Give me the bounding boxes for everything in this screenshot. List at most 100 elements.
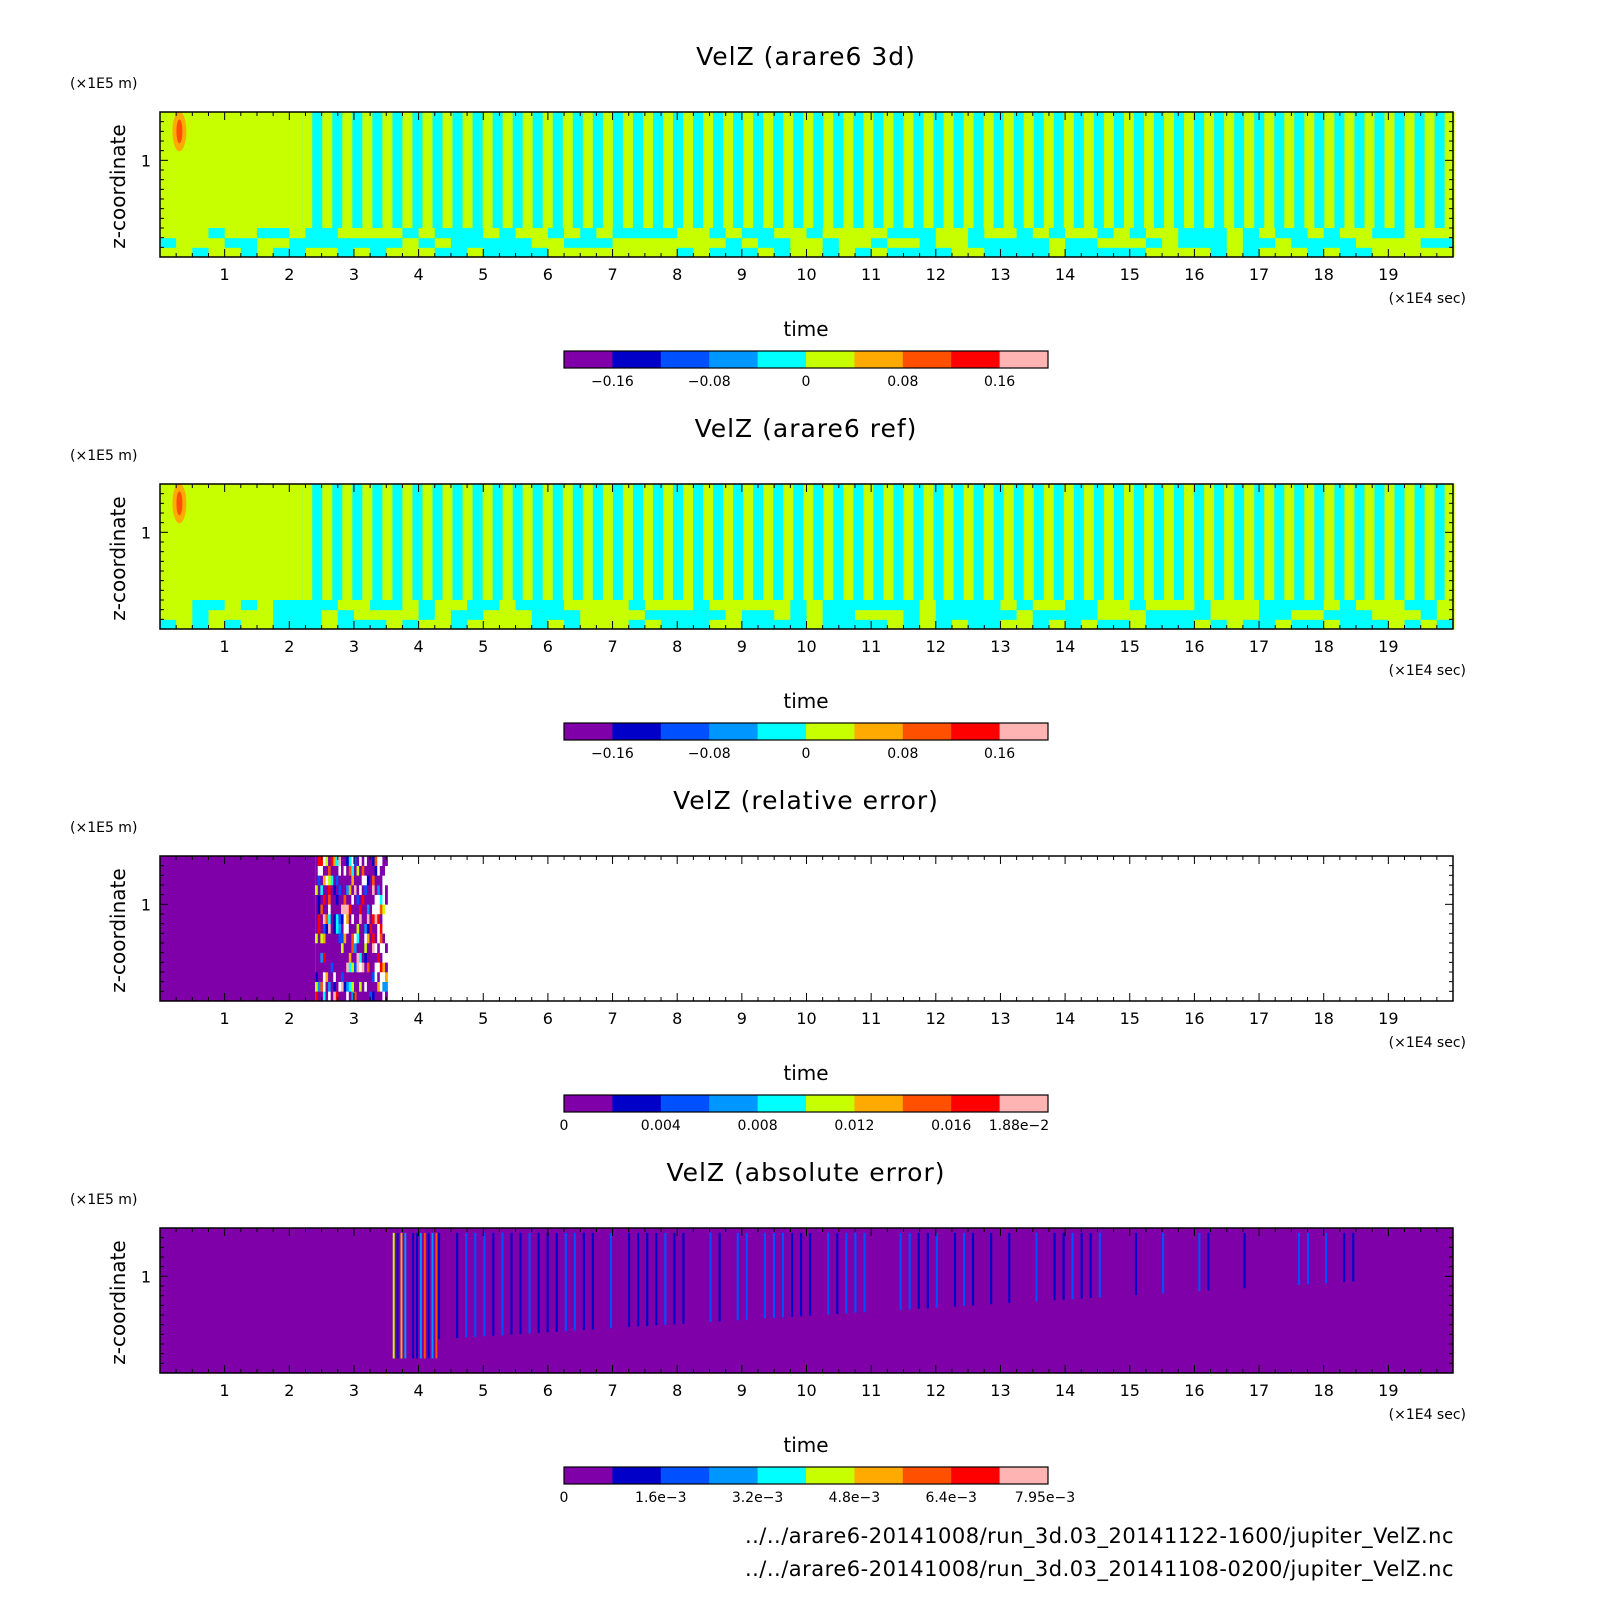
x-tick-label: 6	[543, 1009, 553, 1028]
heatmap-cell	[192, 228, 209, 239]
heatmap-stripe	[542, 484, 553, 629]
heatmap-cell	[224, 609, 242, 620]
heatmap-streak	[416, 1232, 418, 1359]
heatmap-cell	[374, 972, 378, 982]
heatmap-cell	[450, 619, 468, 630]
heatmap-cell	[725, 247, 743, 258]
heatmap-stripe	[422, 484, 433, 629]
heatmap-cell	[256, 600, 274, 611]
heatmap-cell	[1291, 228, 1309, 239]
heatmap-cell	[499, 237, 517, 248]
heatmap-cell	[353, 875, 357, 886]
heatmap-cell	[289, 619, 306, 630]
heatmap-cell	[335, 962, 339, 973]
heatmap-cell	[377, 962, 381, 973]
heatmap-cell	[564, 600, 581, 611]
heatmap-cell	[343, 885, 347, 895]
heatmap-cell	[1145, 600, 1163, 611]
heatmap-cell	[338, 991, 342, 1002]
heatmap-cell	[774, 619, 791, 630]
heatmap-cell	[240, 609, 258, 620]
heatmap-cell	[483, 619, 500, 630]
heatmap-streak	[1134, 1232, 1138, 1296]
heatmap-cell	[384, 972, 388, 982]
heatmap-cell	[359, 914, 363, 924]
heatmap-stripe	[1003, 484, 1014, 629]
heatmap-stripe	[382, 112, 393, 257]
heatmap-cell	[919, 600, 937, 611]
heatmap-cell	[384, 865, 388, 876]
heatmap-cell	[450, 600, 468, 611]
heatmap-cell	[372, 933, 375, 944]
heatmap-cell	[919, 619, 937, 630]
heatmap-cell	[361, 991, 365, 1002]
x-tick-label: 2	[284, 1009, 294, 1028]
heatmap-cell	[366, 991, 370, 1002]
heatmap-cell	[379, 885, 383, 895]
heatmap-cell	[333, 894, 337, 905]
heatmap-cell	[531, 237, 549, 248]
colorbar-tick-label: 0.08	[887, 746, 918, 762]
heatmap-cell	[596, 609, 614, 620]
heatmap-cell	[338, 885, 342, 895]
heatmap-region	[160, 856, 316, 1001]
heatmap-cell	[361, 914, 365, 924]
heatmap-streak	[510, 1232, 513, 1335]
heatmap-cell	[315, 894, 319, 905]
heatmap-cell	[361, 952, 365, 963]
heatmap-streak	[1162, 1232, 1165, 1294]
heatmap-cell	[709, 619, 727, 630]
heatmap-cell	[372, 972, 375, 982]
heatmap-stripe	[1444, 484, 1455, 629]
heatmap-cell	[176, 228, 193, 239]
heatmap-cell	[289, 600, 306, 611]
colorbar: −0.16 −0.08 0 0.08 0.16	[563, 350, 1049, 390]
heatmap-cell	[382, 923, 386, 934]
heatmap-cell	[1016, 237, 1034, 248]
heatmap-cell	[370, 228, 387, 239]
heatmap-cell	[351, 972, 355, 982]
heatmap-stripe	[743, 484, 754, 629]
heatmap-cell	[1242, 247, 1260, 258]
heatmap-cell	[774, 237, 791, 248]
heatmap-cell	[315, 865, 319, 876]
heatmap-cell	[806, 600, 824, 611]
heatmap-cell	[320, 904, 324, 915]
heatmap-cell	[351, 865, 355, 876]
heatmap-cell	[240, 247, 258, 258]
heatmap-cell	[364, 904, 368, 915]
heatmap-cell	[328, 952, 331, 963]
heatmap-cell	[741, 237, 759, 248]
heatmap-cell	[661, 237, 678, 248]
heatmap-cell	[644, 228, 662, 239]
heatmap-cell	[1048, 619, 1066, 630]
heatmap-cell	[547, 247, 565, 258]
heatmap-cell	[596, 600, 614, 611]
heatmap-cell	[377, 991, 381, 1002]
heatmap-cell	[725, 600, 743, 611]
heatmap-cell	[838, 228, 856, 239]
heatmap-cell	[382, 885, 386, 895]
heatmap-cell	[330, 972, 334, 982]
x-unit-label: (×1E4 sec)	[1389, 663, 1466, 679]
heatmap-cell	[325, 885, 329, 895]
heatmap-cell	[369, 943, 373, 953]
heatmap-cell	[1178, 600, 1195, 611]
heatmap-cell	[359, 952, 363, 963]
heatmap-cell	[366, 952, 370, 963]
heatmap-cell	[1032, 600, 1050, 611]
heatmap-cell	[208, 228, 226, 239]
heatmap-cell	[499, 619, 517, 630]
heatmap-cell	[338, 875, 342, 886]
heatmap-cell	[612, 237, 630, 248]
heatmap-cell	[351, 962, 355, 973]
heatmap-cell	[725, 237, 743, 248]
heatmap-cell	[320, 962, 324, 973]
heatmap-cell	[374, 991, 378, 1002]
heatmap-cell	[1420, 600, 1438, 611]
heatmap-cell	[709, 247, 727, 258]
heatmap-cell	[919, 247, 937, 258]
heatmap-cell	[1372, 609, 1389, 620]
heatmap-stripe	[1164, 112, 1175, 257]
heatmap-stripe	[1424, 112, 1435, 257]
